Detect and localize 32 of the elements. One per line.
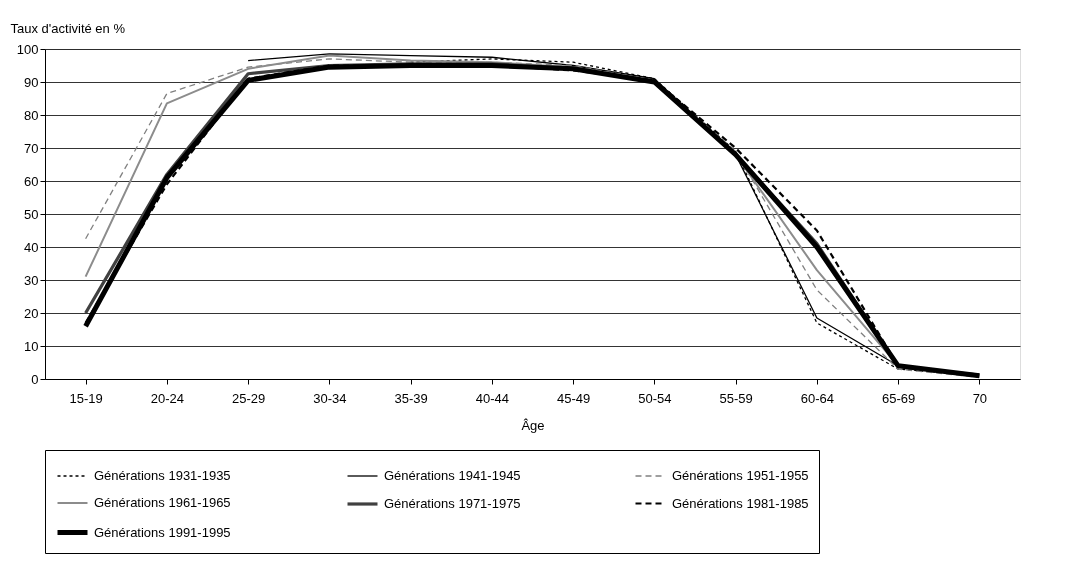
x-tick-label: 20-24 xyxy=(150,390,184,406)
x-tick-label: 35-39 xyxy=(394,390,428,406)
x-tick-label: 40-44 xyxy=(475,390,509,406)
x-tick-label: 15-19 xyxy=(69,390,103,406)
y-tick-label: 50 xyxy=(24,206,39,222)
x-tick-label: 70 xyxy=(972,390,988,406)
y-tick-label: 30 xyxy=(24,272,39,288)
legend-label: Générations 1971-1975 xyxy=(384,496,521,511)
legend-label: Générations 1931-1935 xyxy=(94,468,231,483)
x-axis-title: Âge xyxy=(521,417,545,433)
x-tick-label: 60-64 xyxy=(800,390,834,406)
x-tick-label: 30-34 xyxy=(313,390,347,406)
legend-label: Générations 1941-1945 xyxy=(384,468,521,483)
y-tick-label: 80 xyxy=(24,107,39,123)
legend-label: Générations 1961-1965 xyxy=(94,495,231,510)
y-tick-label: 0 xyxy=(31,371,39,387)
legend-label: Générations 1991-1995 xyxy=(94,524,231,540)
y-tick-label: 90 xyxy=(24,74,39,90)
y-tick-label: 20 xyxy=(24,305,39,321)
x-tick-label: 55-59 xyxy=(719,390,753,406)
x-tick-label: 25-29 xyxy=(232,390,266,406)
legend-label: Générations 1951-1955 xyxy=(672,468,809,483)
x-tick-label: 50-54 xyxy=(638,390,672,406)
y-tick-label: 70 xyxy=(24,140,39,156)
y-tick-label: 100 xyxy=(16,41,39,57)
x-tick-label: 65-69 xyxy=(882,390,916,406)
y-axis-title: Taux d'activité en % xyxy=(10,20,126,36)
y-tick-label: 40 xyxy=(24,239,39,255)
legend-label: Générations 1981-1985 xyxy=(672,495,809,511)
x-tick-label: 45-49 xyxy=(557,390,591,406)
y-tick-label: 60 xyxy=(24,173,39,189)
y-tick-label: 10 xyxy=(24,338,39,354)
